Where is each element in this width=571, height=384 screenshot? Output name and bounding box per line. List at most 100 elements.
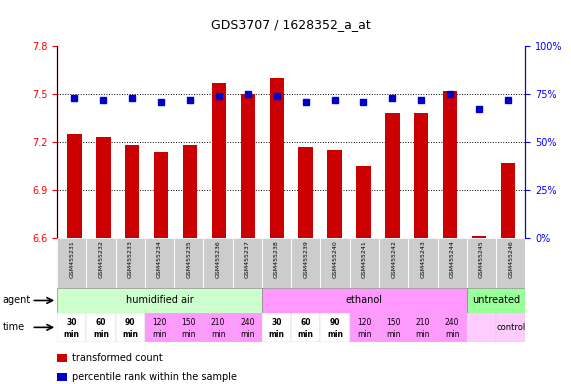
Text: GSM455239: GSM455239 xyxy=(303,240,308,278)
Bar xyxy=(437,238,467,288)
Bar xyxy=(501,163,515,238)
Text: min: min xyxy=(93,330,109,339)
Text: 210: 210 xyxy=(416,318,430,327)
Bar xyxy=(57,288,262,313)
Bar xyxy=(467,313,496,342)
Bar xyxy=(356,166,371,238)
Bar xyxy=(145,238,174,288)
Text: min: min xyxy=(268,330,284,339)
Text: min: min xyxy=(298,330,314,339)
Bar xyxy=(203,313,233,342)
Bar xyxy=(385,113,400,238)
Bar xyxy=(414,113,428,238)
Bar xyxy=(299,147,313,238)
Bar xyxy=(233,313,262,342)
Text: control: control xyxy=(496,323,525,332)
Text: time: time xyxy=(3,322,25,333)
Text: 90: 90 xyxy=(125,318,135,327)
Text: min: min xyxy=(122,330,138,339)
Bar xyxy=(96,137,111,238)
Bar xyxy=(437,313,467,342)
Text: GSM455238: GSM455238 xyxy=(274,240,279,278)
Bar xyxy=(270,78,284,238)
Text: 120: 120 xyxy=(357,318,372,327)
Text: GSM455242: GSM455242 xyxy=(391,240,396,278)
Bar xyxy=(320,313,350,342)
Text: GSM455231: GSM455231 xyxy=(69,240,74,278)
Text: GSM455237: GSM455237 xyxy=(245,240,250,278)
Bar xyxy=(350,238,379,288)
Text: 30: 30 xyxy=(271,318,282,327)
Text: GDS3707 / 1628352_a_at: GDS3707 / 1628352_a_at xyxy=(211,18,371,31)
Text: transformed count: transformed count xyxy=(72,353,163,363)
Bar xyxy=(115,238,145,288)
Text: GSM455240: GSM455240 xyxy=(332,240,337,278)
Text: GSM455236: GSM455236 xyxy=(215,240,220,278)
Bar xyxy=(240,94,255,238)
Bar xyxy=(154,152,168,238)
Bar xyxy=(291,238,320,288)
Bar xyxy=(67,134,82,238)
Bar xyxy=(212,83,226,238)
Bar xyxy=(379,313,408,342)
Bar xyxy=(183,145,197,238)
Bar xyxy=(408,238,437,288)
Text: 60: 60 xyxy=(96,318,106,327)
Text: percentile rank within the sample: percentile rank within the sample xyxy=(72,372,237,382)
Bar xyxy=(57,313,86,342)
Bar xyxy=(57,373,67,381)
Bar xyxy=(125,145,139,238)
Text: 60: 60 xyxy=(300,318,311,327)
Text: GSM455241: GSM455241 xyxy=(362,240,367,278)
Text: 240: 240 xyxy=(240,318,255,327)
Bar xyxy=(57,354,67,362)
Bar xyxy=(320,238,350,288)
Text: GSM455246: GSM455246 xyxy=(508,240,513,278)
Bar xyxy=(327,150,342,238)
Bar xyxy=(467,238,496,288)
Text: min: min xyxy=(357,330,372,339)
Bar xyxy=(86,238,115,288)
Text: GSM455233: GSM455233 xyxy=(128,240,133,278)
Bar xyxy=(496,313,525,342)
Text: GSM455243: GSM455243 xyxy=(420,240,425,278)
Bar xyxy=(57,238,86,288)
Bar xyxy=(115,313,145,342)
Bar xyxy=(233,238,262,288)
Bar xyxy=(472,237,486,238)
Text: min: min xyxy=(327,330,343,339)
Text: min: min xyxy=(211,330,226,339)
Text: min: min xyxy=(182,330,196,339)
Text: min: min xyxy=(416,330,430,339)
Bar xyxy=(408,313,437,342)
Bar xyxy=(496,238,525,288)
Bar xyxy=(443,91,457,238)
Bar xyxy=(174,238,203,288)
Text: min: min xyxy=(240,330,255,339)
Bar xyxy=(86,313,115,342)
Text: GSM455235: GSM455235 xyxy=(186,240,191,278)
Bar xyxy=(262,238,291,288)
Bar xyxy=(174,313,203,342)
Text: 120: 120 xyxy=(152,318,167,327)
Bar xyxy=(291,313,320,342)
Text: GSM455245: GSM455245 xyxy=(479,240,484,278)
Bar xyxy=(467,288,525,313)
Bar xyxy=(203,238,233,288)
Bar xyxy=(262,288,467,313)
Text: min: min xyxy=(152,330,167,339)
Bar xyxy=(379,238,408,288)
Text: 210: 210 xyxy=(211,318,225,327)
Text: GSM455234: GSM455234 xyxy=(157,240,162,278)
Bar xyxy=(145,313,174,342)
Text: min: min xyxy=(445,330,460,339)
Text: agent: agent xyxy=(3,295,31,306)
Bar xyxy=(262,313,291,342)
Text: GSM455232: GSM455232 xyxy=(98,240,103,278)
Text: 240: 240 xyxy=(445,318,460,327)
Text: 150: 150 xyxy=(387,318,401,327)
Text: 90: 90 xyxy=(330,318,340,327)
Text: untreated: untreated xyxy=(472,295,520,306)
Text: min: min xyxy=(387,330,401,339)
Bar xyxy=(350,313,379,342)
